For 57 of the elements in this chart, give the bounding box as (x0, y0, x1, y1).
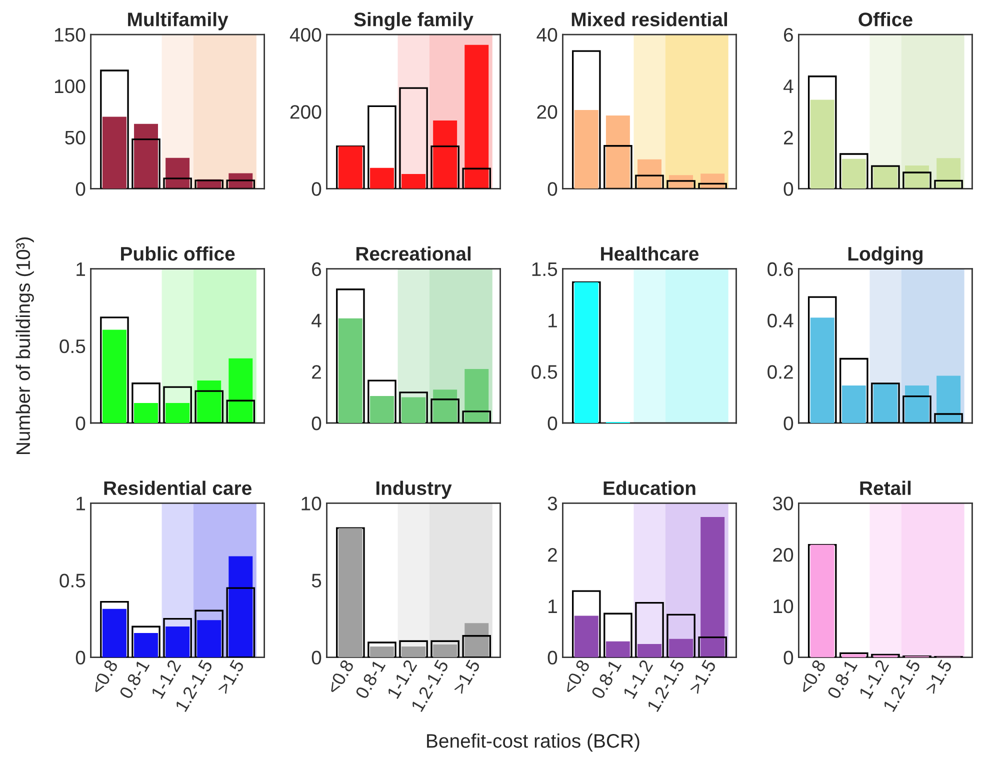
y-tick-label: 1 (548, 314, 557, 328)
chart-title: Multifamily (128, 12, 228, 30)
chart-title: Retail (860, 480, 911, 496)
y-tick-label: 20 (773, 548, 794, 562)
y-tick-label: 2 (548, 548, 557, 562)
y-tick-label: 1 (76, 496, 85, 510)
y-tick-label: 10 (302, 496, 322, 510)
y-tick-label: 4 (783, 80, 794, 93)
y-tick-label: 0 (312, 182, 322, 196)
y-tick-label: 10 (774, 599, 794, 614)
y-tick-label: 2 (312, 365, 321, 379)
y-tick-label: 0 (548, 650, 558, 665)
chart-title: Industry (376, 480, 452, 499)
y-tick-label: 150 (54, 28, 86, 42)
y-tick-label: 0 (76, 416, 86, 430)
y-tick-label: 0 (76, 182, 86, 196)
x-axis-title: Benefit-cost ratios (BCR) (427, 734, 640, 752)
chart-title: Recreational (356, 246, 470, 261)
y-tick-label: 6 (312, 262, 322, 276)
y-tick-label: 5 (312, 574, 322, 588)
chart-title: Single family (354, 12, 474, 30)
chart-title: Education (604, 480, 696, 496)
y-tick-label: 0 (312, 416, 322, 430)
y-tick-label: 0.5 (60, 339, 86, 354)
y-tick-label: 1.5 (532, 262, 558, 276)
y-tick-label: 0 (312, 650, 322, 665)
y-tick-label: 20 (537, 105, 558, 119)
chart-title: Public office (121, 246, 235, 261)
y-tick-label: 0.5 (60, 574, 86, 588)
chart-title: Lodging (848, 246, 922, 265)
y-tick-label: 200 (290, 105, 322, 119)
y-tick-label: 30 (772, 496, 794, 510)
chart-title: Mixed residential (572, 12, 727, 26)
y-tick-label: 1 (76, 262, 85, 276)
y-tick-label: 0 (76, 650, 86, 665)
chart-title: Residential care (104, 480, 252, 496)
y-tick-label: 40 (536, 28, 558, 42)
y-tick-label: 400 (290, 28, 322, 42)
y-tick-label: 2 (784, 130, 793, 144)
y-tick-label: 50 (65, 130, 86, 145)
y-tick-label: 0 (784, 416, 794, 430)
y-tick-label: 0.6 (768, 262, 793, 276)
y-tick-label: 100 (54, 79, 86, 94)
y-tick-label: 0.5 (532, 365, 558, 379)
y-tick-label: 4 (312, 314, 322, 328)
y-tick-label: 0.2 (768, 365, 793, 379)
y-axis-title: Number of buildings (10³) (16, 237, 34, 454)
y-tick-label: 0 (548, 416, 558, 430)
y-tick-label: 0 (784, 182, 794, 196)
y-tick-label: 1 (548, 600, 557, 613)
chart-title: Office (858, 12, 912, 26)
y-tick-label: 0 (548, 182, 558, 196)
y-tick-label: 0 (784, 650, 794, 665)
y-tick-label: 3 (548, 496, 558, 510)
y-tick-label: 6 (784, 28, 793, 42)
y-tick-label: 0.4 (768, 314, 794, 328)
chart-title: Healthcare (601, 246, 699, 261)
